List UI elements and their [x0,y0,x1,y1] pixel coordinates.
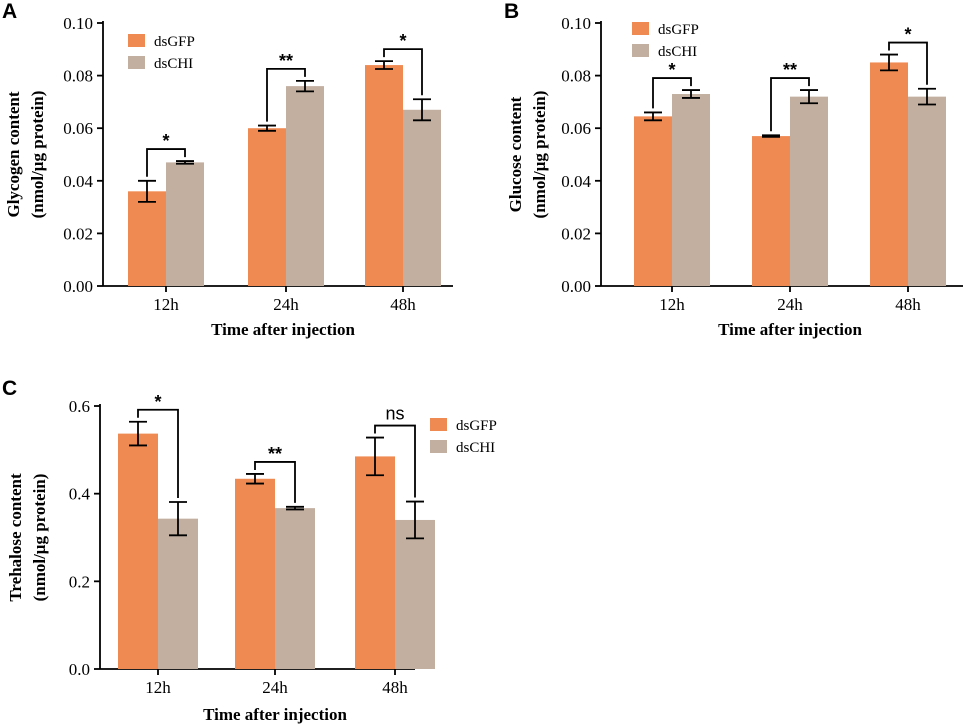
panel-c-significance-label: ** [268,444,282,464]
panel-a-x-axis-title: Time after injection [211,320,355,339]
panel-a-legend-swatch-dsgfp [128,34,145,47]
panel-b-x-tick-label: 24h [777,295,803,314]
panel-a-bar-dschi-12h [166,162,204,286]
panel-b-legend-swatch-dsgfp [632,22,649,35]
panel-c-letter: C [2,377,17,400]
panel-b-bar-dsgfp-48h [870,62,908,287]
panel-a-bar-dschi-24h [286,86,324,287]
panel-a-y-axis-subtitle: (nmol/μg protein) [28,91,47,219]
panel-c-significance-label: ns [385,404,404,424]
panel-b-y-tick-label: 0.10 [561,14,591,33]
panel-b-bar-dschi-24h [790,96,828,286]
panel-b-y-axis-title: Glucose content [506,96,525,212]
panel-b-y-tick-label: 0.04 [561,172,591,191]
panel-c-x-tick-label: 24h [262,678,288,697]
panel-c-legend-swatch-dschi [430,440,447,453]
panel-c-significance-label: * [154,392,161,412]
panel-b-x-axis-title: Time after injection [718,320,862,339]
panel-b-bar-dsgfp-12h [634,116,672,287]
panel-b-legend-swatch-dschi [632,44,649,57]
panel-a-letter: A [2,0,17,23]
panel-c-y-tick-label: 0.6 [69,397,90,416]
panel-a-legend-swatch-dschi [128,56,145,69]
panel-a-significance-bracket [146,148,186,177]
panel-a-significance-label: ** [279,51,293,71]
panel-b: B 0.00 0.02 0.04 0.06 0.08 0.10 Glucose content… [504,0,963,339]
panel-b-y-tick-label: 0.08 [561,67,591,86]
panel-c-bar-dschi-48h [395,519,435,669]
panel-b-y-axis-subtitle: (nmol/μg protein) [530,91,549,219]
panel-c-y-tick-label: 0.2 [69,572,90,591]
panel-c-legend-swatch-dsgfp [430,418,447,431]
panel-c-bar-dschi-12h [158,518,198,669]
panel-a-significance-label: * [399,31,406,51]
panel-c-bar-dsgfp-24h [235,478,275,669]
panel-c-y-axis-title: Trehalose content [6,473,25,602]
panel-b-y-tick-label: 0.02 [561,224,591,243]
panel-a-significance-bracket [266,67,306,122]
panel-a-y-tick-label: 0.08 [63,67,93,86]
panel-a-legend-label-dschi: dsCHI [154,56,193,72]
panel-b-significance-bracket [652,77,692,109]
panel-c-bar-dschi-24h [275,508,315,669]
panel-b-y-tick-label: 0.06 [561,119,591,138]
panel-c: C 0.0 0.2 0.4 0.6 Trehalose content (nmol/μg p… [2,377,497,724]
panel-c-significance-bracket [137,408,179,498]
panel-b-legend-label-dsgfp: dsGFP [658,22,699,38]
panel-b-legend-label-dschi: dsCHI [658,44,697,60]
panel-b-significance-bracket [770,77,810,132]
panel-c-y-axis-subtitle: (nmol/μg protein) [30,474,49,602]
panel-b-bar-dsgfp-24h [752,136,790,286]
panel-b-bar-dschi-48h [908,96,946,286]
panel-c-y-tick-label: 0.0 [69,660,90,679]
panel-a-significance-bracket [383,48,423,96]
panel-b-significance-label: ** [783,60,797,80]
panel-b-significance-label: * [904,25,911,45]
panel-a-y-tick-label: 0.00 [63,277,93,296]
panel-c-legend-label-dschi: dsCHI [456,440,495,456]
panel-a-y-tick-label: 0.04 [63,172,93,191]
panel-c-significance-bracket [254,461,296,503]
panel-a-x-tick-label: 24h [273,295,299,314]
panel-b-y-tick-label: 0.00 [561,277,591,296]
panel-a-y-tick-label: 0.06 [63,119,93,138]
panel-a-bar-dsgfp-12h [128,191,166,286]
panel-b-letter: B [504,0,519,23]
panel-a-x-tick-label: 48h [390,295,416,314]
panel-c-bar-dsgfp-48h [355,456,395,669]
panel-a-legend-label-dsgfp: dsGFP [154,34,195,50]
panel-b-x-tick-label: 48h [895,295,921,314]
panel-a-y-tick-label: 0.10 [63,14,93,33]
panel-b-significance-bracket [888,41,928,85]
panel-a-x-tick-label: 12h [153,295,179,314]
panel-a: A 0.00 0.02 0.04 0.06 0.08 0.10 Glycogen conten… [2,0,453,339]
panel-a-bar-dsgfp-24h [248,128,286,286]
panel-a-significance-label: * [162,131,169,151]
panel-c-bar-dsgfp-12h [118,433,158,669]
panel-c-x-axis-title: Time after injection [203,705,347,724]
panel-a-bar-dsgfp-48h [365,65,403,286]
panel-a-y-tick-label: 0.02 [63,224,93,243]
panel-a-bar-dschi-48h [403,109,441,286]
panel-b-significance-label: * [668,60,675,80]
panel-c-x-tick-label: 48h [382,678,408,697]
panel-c-y-tick-label: 0.4 [69,485,91,504]
panel-a-y-axis-title: Glycogen content [4,91,23,217]
panel-b-x-tick-label: 12h [659,295,685,314]
panel-c-x-tick-label: 12h [145,678,171,697]
panel-b-bar-dschi-12h [672,94,710,286]
panel-c-legend-label-dsgfp: dsGFP [456,418,497,434]
panel-c-significance-bracket [374,424,416,498]
